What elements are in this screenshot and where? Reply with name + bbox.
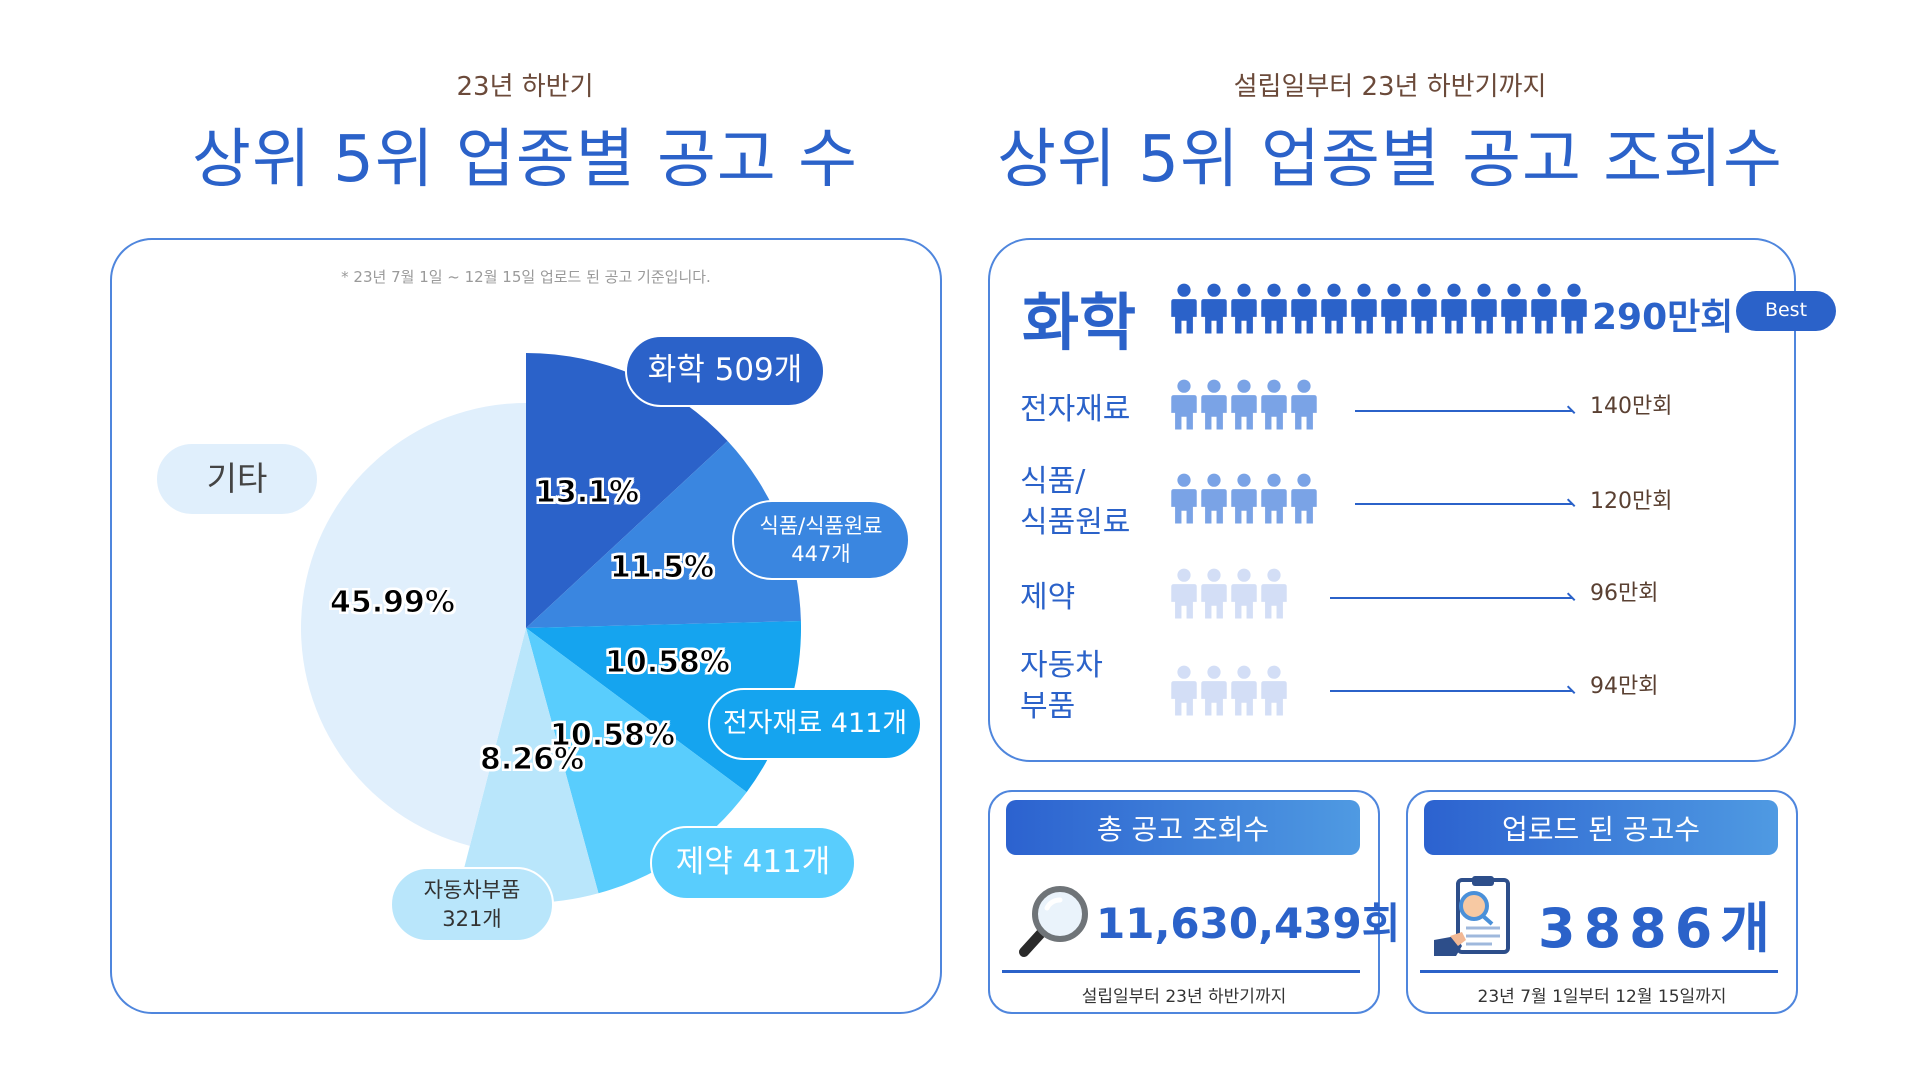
pie-slice-etc [300, 403, 526, 846]
row-value-food: 120만회 [1590, 489, 1673, 514]
pct-label-auto: 8.26% [479, 742, 585, 778]
person-icon [1170, 378, 1198, 430]
person-icon [1200, 472, 1228, 524]
row-label-food-line1: 식품/ [1020, 464, 1086, 499]
bubble-auto-line1: 자동차부품 [423, 878, 521, 903]
row-label-food-line2: 식품원료 [1020, 504, 1131, 540]
row-label-pharma-line1: 제약 [1020, 580, 1076, 615]
person-icon [1200, 282, 1228, 334]
bubble-elec-text: 전자재료 411개 [722, 707, 908, 739]
right-title: 상위 5위 업종별 공고 조회수 [997, 123, 1783, 197]
person-icon [1260, 378, 1288, 430]
bubble-etc: 기타 [155, 442, 319, 516]
row-arrow-auto [1330, 690, 1573, 692]
row-label-auto: 자동차 부품 [1020, 646, 1103, 727]
uploads-value: 3886개 [1538, 897, 1778, 960]
row-arrow-food [1355, 503, 1573, 505]
person-icon [1260, 472, 1288, 524]
person-icon [1500, 282, 1528, 334]
pct-label-food: 11.5% [609, 550, 715, 586]
row-label-food: 식품/ 식품원료 [1020, 462, 1130, 543]
row-value-elec: 140만회 [1590, 394, 1673, 419]
pie-slice-food [526, 440, 801, 628]
person-icon [1170, 567, 1198, 619]
bubble-pharma: 제약 411개 [650, 826, 856, 900]
uploads-header: 업로드 된 공고수 [1424, 800, 1778, 855]
magnifier-icon [1019, 886, 1088, 957]
person-icon [1350, 282, 1378, 334]
pct-label-pharma: 10.58% [550, 718, 676, 754]
pie-slice-auto [457, 628, 599, 903]
person-icon [1380, 282, 1408, 334]
person-icon [1230, 472, 1258, 524]
document-review-icon [1434, 876, 1510, 956]
person-icon [1410, 282, 1438, 334]
total-views-divider [1002, 970, 1360, 973]
person-icon [1200, 378, 1228, 430]
left-subtitle: 23년 하반기 [456, 72, 594, 102]
bubble-food-line2: 447개 [791, 542, 851, 566]
bubble-elec: 전자재료 411개 [708, 688, 922, 760]
person-icon [1230, 282, 1258, 334]
person-icon [1230, 378, 1258, 430]
row-icons-auto [1170, 664, 1288, 716]
row-label-auto-line1: 자동차 [1020, 648, 1103, 683]
bubble-auto-line2: 321개 [442, 906, 502, 931]
pct-label-etc: 45.99% [330, 585, 456, 621]
views-panel [988, 238, 1796, 762]
person-icon [1560, 282, 1588, 334]
person-icon [1230, 664, 1258, 716]
uploads-note: 23년 7월 1일부터 12월 15일까지 [1477, 987, 1727, 1007]
top-category-label: 화학 [1022, 286, 1137, 359]
row-value-auto: 94만회 [1590, 674, 1659, 699]
pie-slice-chem [526, 353, 728, 628]
top-person-icons [1170, 282, 1588, 334]
top-category-value: 290만회 [1592, 297, 1734, 338]
person-icon [1170, 472, 1198, 524]
total-views-header: 총 공고 조회수 [1006, 800, 1360, 855]
pct-label-elec: 10.58% [605, 645, 731, 681]
person-icon [1260, 567, 1288, 619]
person-icon [1290, 378, 1318, 430]
uploads-divider [1420, 970, 1778, 973]
person-icon [1530, 282, 1558, 334]
bubble-chem-text: 화학 509개 [647, 352, 803, 389]
row-icons-pharma [1170, 567, 1288, 619]
bubble-etc-text: 기타 [206, 458, 268, 498]
row-label-auto-line2: 부품 [1020, 688, 1076, 724]
left-title: 상위 5위 업종별 공고 수 [191, 123, 858, 197]
total-views-note: 설립일부터 23년 하반기까지 [1081, 987, 1287, 1007]
row-value-pharma: 96만회 [1590, 581, 1659, 606]
row-icons-food [1170, 472, 1318, 524]
row-label-elec: 전자재료 [1020, 390, 1130, 431]
pct-label-chem: 13.1% [534, 475, 640, 511]
person-icon [1260, 664, 1288, 716]
person-icon [1320, 282, 1348, 334]
row-label-pharma: 제약 [1020, 578, 1075, 619]
pie-note: * 23년 7월 1일 ~ 12월 15일 업로드 된 공고 기준입니다. [341, 268, 711, 286]
person-icon [1290, 282, 1318, 334]
bubble-pharma-text: 제약 411개 [675, 844, 831, 881]
person-icon [1230, 567, 1258, 619]
right-subtitle: 설립일부터 23년 하반기까지 [1233, 72, 1547, 102]
person-icon [1170, 282, 1198, 334]
person-icon [1440, 282, 1468, 334]
row-icons-elec [1170, 378, 1318, 430]
person-icon [1470, 282, 1498, 334]
bubble-auto: 자동차부품 321개 [390, 867, 554, 942]
person-icon [1290, 472, 1318, 524]
person-icon [1260, 282, 1288, 334]
person-icon [1200, 664, 1228, 716]
row-arrow-elec [1355, 410, 1573, 412]
bubble-food: 식품/식품원료 447개 [732, 500, 910, 580]
best-badge: Best [1736, 291, 1836, 331]
bubble-chem: 화학 509개 [625, 335, 825, 407]
row-label-elec-line1: 전자재료 [1020, 392, 1131, 427]
best-badge-text: Best [1764, 299, 1808, 322]
row-arrow-pharma [1330, 597, 1573, 599]
person-icon [1170, 664, 1198, 716]
total-views-value: 11,630,439회 [1096, 899, 1401, 948]
person-icon [1200, 567, 1228, 619]
bubble-food-line1: 식품/식품원료 [759, 513, 883, 538]
